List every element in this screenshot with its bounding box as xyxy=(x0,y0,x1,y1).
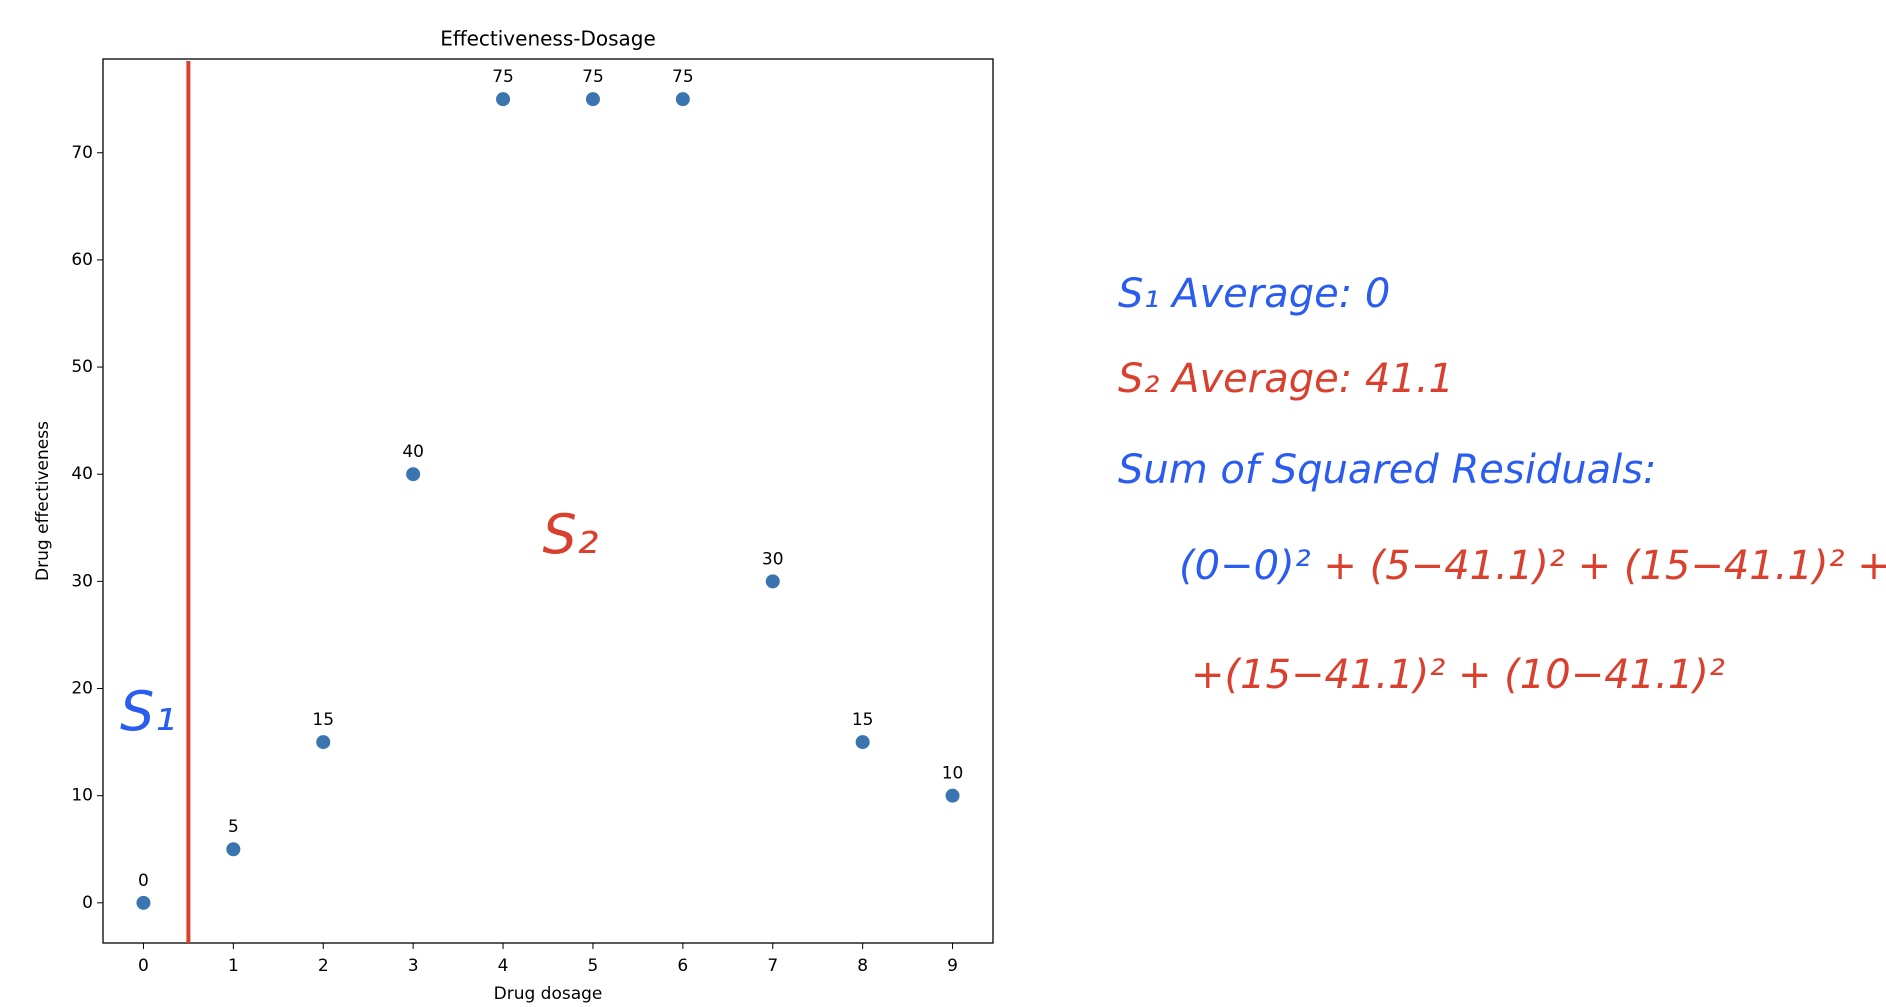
note-line: Sum of Squared Residuals: xyxy=(1118,447,1657,493)
plot-frame xyxy=(102,58,994,944)
y-axis-label: Drug effectiveness xyxy=(33,421,53,581)
data-label: 10 xyxy=(942,764,964,784)
x-tick-label: 0 xyxy=(138,956,149,976)
data-label: 75 xyxy=(492,67,514,87)
data-label: 30 xyxy=(762,549,784,569)
point xyxy=(855,735,870,750)
point xyxy=(226,842,241,857)
data-label: 40 xyxy=(402,442,424,462)
data-label: 15 xyxy=(312,710,334,730)
point xyxy=(765,574,780,589)
y-tick-label: 70 xyxy=(71,143,93,163)
x-tick-label: 8 xyxy=(857,956,868,976)
note-segment: +(15−41.1)² + (10−41.1)² xyxy=(1191,652,1725,698)
x-tick-label: 4 xyxy=(498,956,509,976)
y-tick-label: 60 xyxy=(71,250,93,270)
chart-title: Effectiveness-Dosage xyxy=(440,27,656,51)
point xyxy=(496,92,511,107)
data-label: 5 xyxy=(228,817,239,837)
y-tick-label: 50 xyxy=(71,357,93,377)
x-tick-label: 1 xyxy=(228,956,239,976)
y-tick-label: 40 xyxy=(71,464,93,484)
data-label: 75 xyxy=(582,67,604,87)
annotation: S₁ xyxy=(120,680,176,743)
point xyxy=(406,467,421,482)
note-segment: S₂ Average: 41.1 xyxy=(1118,356,1454,402)
x-tick-label: 7 xyxy=(767,956,778,976)
note-segment: Sum of Squared Residuals: xyxy=(1118,447,1657,493)
note-line: S₂ Average: 41.1 xyxy=(1118,356,1454,402)
x-tick-label: 9 xyxy=(947,956,958,976)
point xyxy=(316,735,331,750)
note-line: S₁ Average: 0 xyxy=(1118,271,1390,317)
y-tick-label: 20 xyxy=(71,679,93,699)
data-label: 15 xyxy=(852,710,874,730)
point xyxy=(136,895,151,910)
x-tick-label: 5 xyxy=(588,956,599,976)
x-tick-label: 2 xyxy=(318,956,329,976)
y-tick-label: 0 xyxy=(82,893,93,913)
point xyxy=(585,92,600,107)
point xyxy=(675,92,690,107)
data-label: 0 xyxy=(138,871,149,891)
notes: S₁ Average: 0 S₂ Average: 41.1 Sum of Squa… xyxy=(1118,271,1886,698)
annotation: S₂ xyxy=(543,503,599,566)
data-label: 75 xyxy=(672,67,694,87)
note-line: +(15−41.1)² + (10−41.1)² xyxy=(1191,652,1725,698)
x-axis-label: Drug dosage xyxy=(494,984,603,1004)
note-line: (0−0)² + (5−41.1)² + (15−41.1)² + ... xyxy=(1179,543,1886,589)
note-segment: (0−0)² xyxy=(1179,543,1311,589)
point xyxy=(945,788,960,803)
x-tick-label: 6 xyxy=(677,956,688,976)
y-tick-label: 30 xyxy=(71,571,93,591)
x-tick-label: 3 xyxy=(408,956,419,976)
note-segment: + (5−41.1)² + (15−41.1)² + ... xyxy=(1311,543,1886,589)
note-segment: S₁ Average: 0 xyxy=(1118,271,1390,317)
y-tick-label: 10 xyxy=(71,786,93,806)
